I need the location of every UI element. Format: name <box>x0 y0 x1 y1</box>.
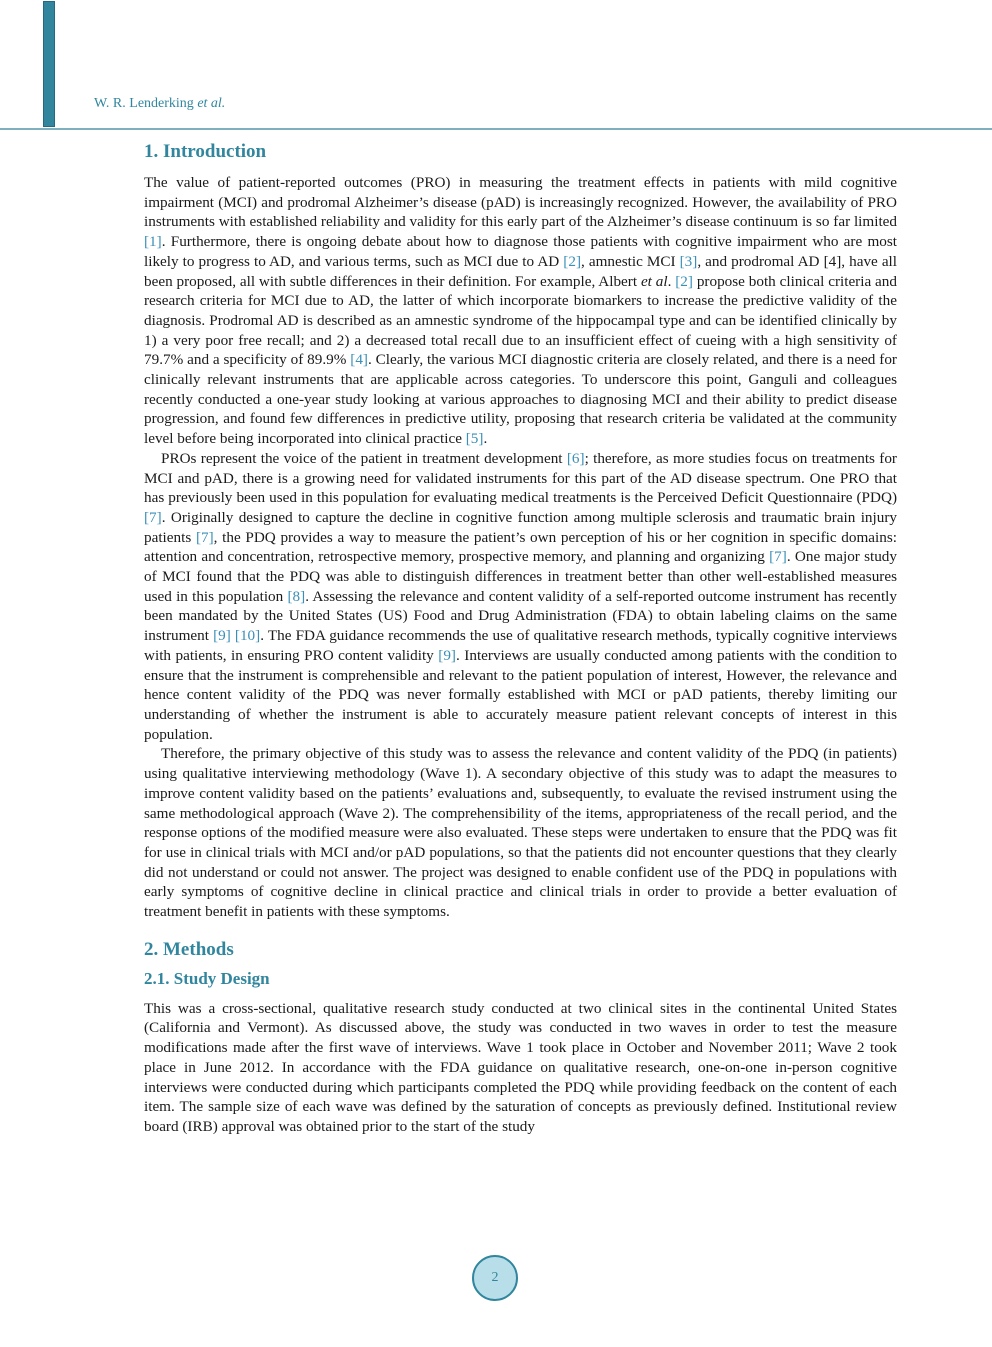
text-run: . Assessing the relevance and content va… <box>144 587 897 645</box>
article-body: 1. Introduction The value of patient-repo… <box>144 140 897 1137</box>
paragraph: Therefore, the primary objective of this… <box>144 744 897 921</box>
text-run: . One major study of MCI found that the … <box>144 548 897 605</box>
text-run: . <box>483 430 488 448</box>
citation-link[interactable]: [5] <box>465 430 484 448</box>
text-run: . Clearly, the various MCI diagnostic cr… <box>144 351 897 448</box>
citation-link[interactable]: [4] <box>350 351 368 369</box>
citation-link[interactable]: [7] <box>769 548 787 566</box>
text-run: propose both clinical criteria and resea… <box>144 272 897 369</box>
text-run: . Originally designed to capture the dec… <box>144 508 897 546</box>
text-run: This was a cross-sectional, qualitative … <box>144 999 897 1135</box>
text-run: , and prodromal AD [4], have all been pr… <box>144 252 897 290</box>
header-rule <box>0 128 992 130</box>
citation-link[interactable]: [2] <box>563 252 582 270</box>
text-run: . Furthermore, there is ongoing debate a… <box>144 233 897 270</box>
citation-link[interactable]: [7] <box>144 508 162 526</box>
citation-link[interactable]: [8] <box>287 587 306 605</box>
italic-text: et al <box>640 272 668 290</box>
subsection-heading: 2.1. Study Design <box>144 968 270 988</box>
running-header: W. R. Lenderking et al. <box>94 96 225 112</box>
citation-link[interactable]: [3] <box>679 252 698 270</box>
citation-link[interactable]: [7] <box>195 528 214 546</box>
paragraph: The value of patient-reported outcomes (… <box>144 173 897 449</box>
text-run: . The FDA guidance recommends the use of… <box>144 627 897 664</box>
text-run: PROs represent the voice of the patient … <box>161 449 567 467</box>
text-run: . <box>667 272 676 290</box>
citation-link[interactable]: [2] <box>675 272 693 290</box>
text-run: Therefore, the primary objective of this… <box>144 745 897 921</box>
running-header-author: W. R. Lenderking <box>94 96 194 111</box>
paragraph: This was a cross-sectional, qualitative … <box>144 999 897 1137</box>
header-accent-bar <box>43 1 55 127</box>
paragraph: PROs represent the voice of the patient … <box>144 449 897 745</box>
citation-link[interactable]: [6] <box>566 449 585 467</box>
citation-link[interactable]: [1] <box>144 233 162 251</box>
text-run: ; therefore, as more studies focus on tr… <box>144 449 897 507</box>
text-run: , amnestic MCI <box>581 252 680 270</box>
running-header-etal: et al. <box>197 96 226 111</box>
page-number: 2 <box>472 1255 518 1301</box>
text-run: , the PDQ provides a way to measure the … <box>144 528 897 566</box>
text-run: The value of patient-reported outcomes (… <box>144 174 897 231</box>
citation-link[interactable]: [9] <box>438 646 456 664</box>
text-run: . Interviews are usually conducted among… <box>144 646 897 743</box>
citation-link[interactable]: [9] <box>213 627 231 645</box>
section-heading: 2. Methods <box>144 938 234 960</box>
citation-link[interactable]: [10] <box>234 627 261 645</box>
section-heading: 1. Introduction <box>144 141 267 162</box>
